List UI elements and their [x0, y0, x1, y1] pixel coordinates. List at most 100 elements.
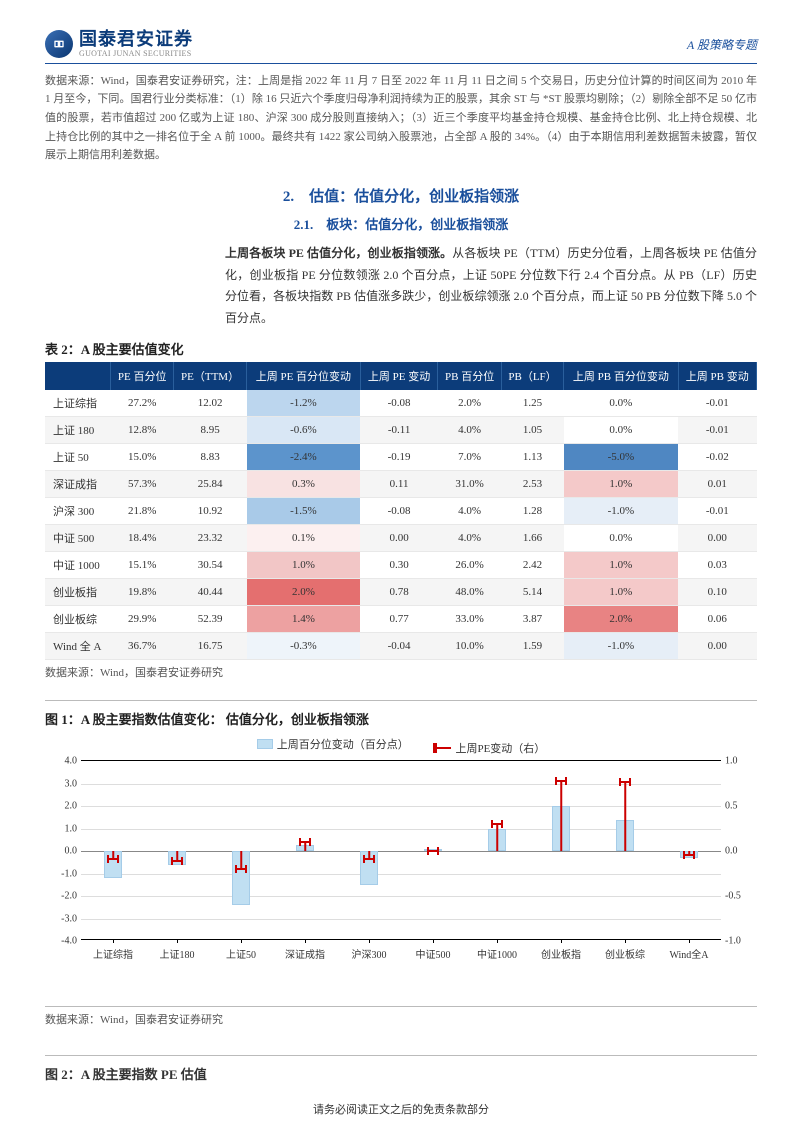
table-cell: -5.0%: [564, 444, 678, 471]
x-axis-label: 上证50: [211, 946, 271, 961]
table-cell: 15.1%: [111, 552, 174, 579]
table-row: 沪深 30021.8%10.92-1.5%-0.084.0%1.28-1.0%-…: [45, 498, 757, 525]
page-footer: 请务必阅读正文之后的免责条款部分: [45, 1101, 757, 1117]
table-cell: 1.0%: [564, 471, 678, 498]
chart-title-sub: 估值分化，创业板指领涨: [226, 712, 369, 727]
chart-marker: [299, 841, 311, 843]
table-cell: 12.8%: [111, 417, 174, 444]
chart-legend: 上周百分位变动（百分点） 上周PE变动（右）: [45, 736, 757, 756]
table-cell: 上证 180: [45, 417, 111, 444]
table-row: 深证成指57.3%25.840.3%0.1131.0%2.531.0%0.01: [45, 471, 757, 498]
table-cell: -0.3%: [247, 633, 361, 660]
table-cell: 4.0%: [438, 525, 501, 552]
table-cell: 2.0%: [564, 606, 678, 633]
table-cell: -0.02: [678, 444, 756, 471]
table-cell: 7.0%: [438, 444, 501, 471]
table-cell: -0.08: [360, 498, 438, 525]
table-cell: 52.39: [174, 606, 247, 633]
x-tick: [561, 939, 562, 943]
table-cell: -0.6%: [247, 417, 361, 444]
table-cell: 8.95: [174, 417, 247, 444]
table-title: 表 2：A 股主要估值变化: [45, 339, 757, 358]
table-cell: 0.11: [360, 471, 438, 498]
table-cell: Wind 全 A: [45, 633, 111, 660]
table-cell: -1.5%: [247, 498, 361, 525]
legend-bar-label: 上周百分位变动（百分点）: [277, 736, 409, 752]
table-cell: 0.10: [678, 579, 756, 606]
table-cell: 19.8%: [111, 579, 174, 606]
legend-line-swatch: [435, 747, 451, 749]
grid-line: [81, 874, 721, 875]
table-cell: 1.05: [501, 417, 563, 444]
x-axis-label: Wind全A: [659, 946, 719, 961]
subsection-title: 2.1. 板块：估值分化，创业板指领涨: [45, 214, 757, 233]
logo-cn: 国泰君安证券: [79, 30, 193, 50]
legend-line-label: 上周PE变动（右）: [455, 740, 545, 756]
y-axis-left-label: 0.0: [47, 846, 77, 857]
table-cell: 2.42: [501, 552, 563, 579]
table-cell: 0.00: [360, 525, 438, 552]
y-axis-right-label: -1.0: [725, 936, 755, 947]
table-cell: 29.9%: [111, 606, 174, 633]
table-cell: 上证 50: [45, 444, 111, 471]
chart-marker: [683, 854, 695, 856]
table-cell: 2.0%: [438, 390, 501, 417]
table-cell: -0.08: [360, 390, 438, 417]
y-axis-left-label: -1.0: [47, 868, 77, 879]
y-axis-right-label: 1.0: [725, 756, 755, 767]
x-axis-label: 沪深300: [339, 946, 399, 961]
chart-marker: [555, 780, 567, 782]
table-cell: 10.0%: [438, 633, 501, 660]
table-cell: 创业板综: [45, 606, 111, 633]
table-cell: 中证 500: [45, 525, 111, 552]
table-cell: 2.53: [501, 471, 563, 498]
table-cell: 31.0%: [438, 471, 501, 498]
table-cell: 18.4%: [111, 525, 174, 552]
chart-source: 数据来源：Wind，国泰君安证券研究: [45, 1006, 757, 1027]
table-cell: 0.3%: [247, 471, 361, 498]
table-cell: 上证综指: [45, 390, 111, 417]
source-notes: 数据来源：Wind，国泰君安证券研究，注：上周是指 2022 年 11 月 7 …: [45, 72, 757, 165]
y-axis-left-label: 3.0: [47, 778, 77, 789]
chart-marker: [363, 858, 375, 860]
section-title: 2. 估值：估值分化，创业板指领涨: [45, 185, 757, 206]
table-cell: 1.0%: [564, 579, 678, 606]
table-cell: 深证成指: [45, 471, 111, 498]
table-cell: 中证 1000: [45, 552, 111, 579]
table-cell: 0.00: [678, 525, 756, 552]
table-cell: 48.0%: [438, 579, 501, 606]
chart-marker: [427, 850, 439, 852]
body-lead: 上周各板块 PE 估值分化，创业板指领涨。: [225, 246, 452, 260]
x-axis-label: 上证180: [147, 946, 207, 961]
table-cell: 15.0%: [111, 444, 174, 471]
table-cell: 0.01: [678, 471, 756, 498]
chart-marker: [619, 781, 631, 783]
table-cell: 1.0%: [564, 552, 678, 579]
chart-marker: [491, 823, 503, 825]
y-axis-left-label: -4.0: [47, 936, 77, 947]
y-axis-right-label: -0.5: [725, 891, 755, 902]
table-cell: -2.4%: [247, 444, 361, 471]
table-row: 上证 18012.8%8.95-0.6%-0.114.0%1.050.0%-0.…: [45, 417, 757, 444]
table-header-cell: 上周 PE 百分位变动: [247, 362, 361, 390]
chart-marker: [107, 858, 119, 860]
table-cell: 0.1%: [247, 525, 361, 552]
x-axis-label: 上证综指: [83, 946, 143, 961]
logo-en: GUOTAI JUNAN SECURITIES: [79, 50, 193, 59]
table-cell: 33.0%: [438, 606, 501, 633]
x-tick: [113, 939, 114, 943]
grid-line: [81, 919, 721, 920]
table-cell: 0.0%: [564, 525, 678, 552]
table-cell: 30.54: [174, 552, 247, 579]
chart-stem: [304, 842, 306, 852]
y-axis-left-label: -3.0: [47, 913, 77, 924]
table-cell: 5.14: [501, 579, 563, 606]
x-axis-label: 深证成指: [275, 946, 335, 961]
table-cell: -1.0%: [564, 633, 678, 660]
valuation-table: PE 百分位PE（TTM）上周 PE 百分位变动上周 PE 变动PB 百分位PB…: [45, 362, 757, 660]
table-cell: 1.0%: [247, 552, 361, 579]
figure2-title: 图 2：A 股主要指数 PE 估值: [45, 1055, 757, 1083]
table-cell: 沪深 300: [45, 498, 111, 525]
table-row: 上证 5015.0%8.83-2.4%-0.197.0%1.13-5.0%-0.…: [45, 444, 757, 471]
table-cell: 36.7%: [111, 633, 174, 660]
